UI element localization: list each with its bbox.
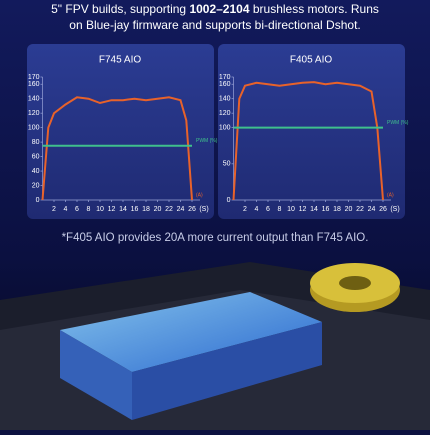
x-tick-label: 8 bbox=[87, 206, 91, 213]
header-bold: 1002–2104 bbox=[189, 2, 249, 16]
y-tick-label: 50 bbox=[223, 161, 231, 168]
y-tick-label: 160 bbox=[28, 81, 40, 88]
header-line-1: 5" FPV builds, supporting 1002–2104 brus… bbox=[51, 2, 379, 16]
x-tick-label: 18 bbox=[333, 206, 341, 213]
y-tick-label: 170 bbox=[219, 74, 231, 81]
header-text: 5" FPV builds, supporting bbox=[51, 2, 189, 16]
header-text: brushless motors. Runs bbox=[250, 2, 379, 16]
x-tick-label: 10 bbox=[287, 206, 295, 213]
x-tick-label: 14 bbox=[310, 206, 318, 213]
x-tick-label: 4 bbox=[255, 206, 259, 213]
x-tick-label: 22 bbox=[165, 206, 173, 213]
y-tick-label: 160 bbox=[219, 81, 231, 88]
y-tick-label: 40 bbox=[32, 168, 40, 175]
product-illustration bbox=[0, 262, 430, 430]
x-tick-label: 26 bbox=[379, 206, 387, 213]
x-axis-label: (S) bbox=[390, 206, 399, 213]
y-tick-label: 170 bbox=[28, 74, 40, 81]
y-tick-label: 120 bbox=[28, 110, 40, 117]
y-tick-label: 100 bbox=[219, 124, 231, 131]
series-label: (A) bbox=[196, 192, 203, 198]
x-tick-label: 8 bbox=[278, 206, 282, 213]
x-tick-label: 6 bbox=[75, 206, 79, 213]
chart-panel bbox=[27, 44, 214, 219]
x-tick-label: 4 bbox=[64, 206, 68, 213]
x-tick-label: 24 bbox=[177, 206, 185, 213]
y-tick-label: 120 bbox=[219, 110, 231, 117]
y-tick-label: 0 bbox=[227, 197, 231, 204]
chart-panel bbox=[218, 44, 405, 219]
chart-title: F745 AIO bbox=[99, 55, 141, 66]
header-line-2: on Blue-jay firmware and supports bi-dir… bbox=[69, 18, 360, 32]
y-tick-label: 20 bbox=[32, 182, 40, 189]
chart-title: F405 AIO bbox=[290, 55, 332, 66]
inductor-hole bbox=[339, 276, 371, 290]
y-tick-label: 140 bbox=[219, 96, 231, 103]
series-label: (A) bbox=[387, 192, 394, 198]
x-tick-label: 20 bbox=[345, 206, 353, 213]
heatsink-front bbox=[132, 322, 322, 420]
heatsink-top bbox=[60, 292, 322, 372]
series-label: PWM (%) bbox=[196, 138, 218, 144]
x-tick-label: 10 bbox=[96, 206, 104, 213]
x-tick-label: 20 bbox=[154, 206, 162, 213]
x-tick-label: 12 bbox=[108, 206, 116, 213]
x-tick-label: 22 bbox=[356, 206, 364, 213]
y-tick-label: 60 bbox=[32, 153, 40, 160]
x-tick-label: 14 bbox=[119, 206, 127, 213]
heatsink-side bbox=[60, 330, 132, 420]
x-axis-label: (S) bbox=[199, 206, 208, 213]
x-tick-label: 12 bbox=[299, 206, 307, 213]
x-tick-label: 16 bbox=[131, 206, 139, 213]
x-tick-label: 26 bbox=[188, 206, 196, 213]
y-tick-label: 100 bbox=[28, 124, 40, 131]
x-tick-label: 18 bbox=[142, 206, 150, 213]
series-label: PWM (%) bbox=[387, 120, 409, 126]
series-line bbox=[232, 81, 384, 201]
y-tick-label: 140 bbox=[28, 96, 40, 103]
y-tick-label: 80 bbox=[32, 139, 40, 146]
y-tick-label: 0 bbox=[36, 197, 40, 204]
x-tick-label: 24 bbox=[368, 206, 376, 213]
x-tick-label: 2 bbox=[52, 206, 56, 213]
x-tick-label: 16 bbox=[322, 206, 330, 213]
x-tick-label: 6 bbox=[266, 206, 270, 213]
series-line bbox=[41, 96, 193, 201]
footnote: *F405 AIO provides 20A more current outp… bbox=[62, 232, 369, 244]
x-tick-label: 2 bbox=[243, 206, 247, 213]
